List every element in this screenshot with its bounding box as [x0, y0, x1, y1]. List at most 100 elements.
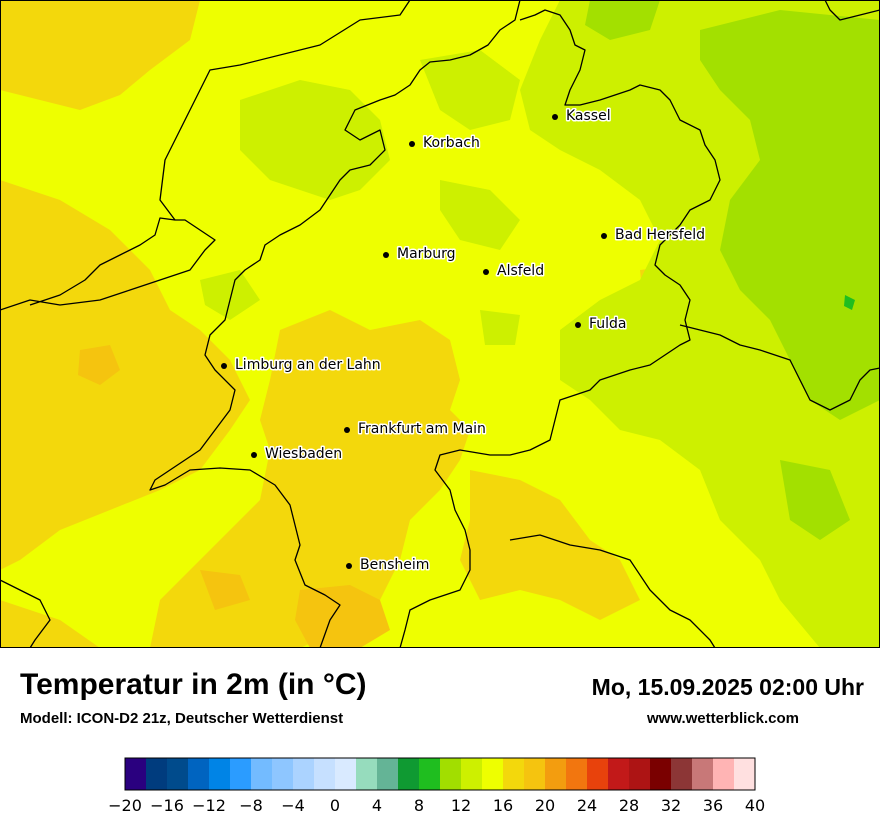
- legend-tick-label: −20: [108, 796, 142, 815]
- city-label: Kassel: [566, 108, 611, 124]
- legend-swatch: [671, 758, 693, 790]
- legend-tick-label: −8: [239, 796, 263, 815]
- map-title: Temperatur in 2m (in °C): [20, 668, 367, 701]
- legend-swatches: [125, 758, 756, 790]
- svg-text:Marburg: Marburg: [397, 246, 456, 262]
- city-fulda[interactable]: Fulda Fulda: [575, 315, 628, 334]
- legend-tick-label: 0: [330, 796, 340, 815]
- legend-tick-label: 4: [372, 796, 382, 815]
- city-label: Alsfeld: [497, 263, 544, 279]
- city-korbach[interactable]: Korbach Korbach: [409, 134, 481, 153]
- legend-swatch: [356, 758, 378, 790]
- city-marker: [251, 452, 257, 458]
- svg-text:Frankfurt am Main: Frankfurt am Main: [358, 421, 486, 437]
- legend-swatch: [566, 758, 588, 790]
- city-label: Bensheim: [360, 557, 429, 573]
- warm-areas: [0, 0, 690, 648]
- legend-swatch: [377, 758, 399, 790]
- city-limburg-an-der-lahn[interactable]: Limburg an der Lahn Limburg an der Lahn: [221, 356, 382, 375]
- legend-frame: [124, 757, 756, 791]
- city-marker: [221, 363, 227, 369]
- svg-text:Kassel: Kassel: [566, 108, 611, 124]
- legend-swatch: [209, 758, 231, 790]
- legend-swatch: [524, 758, 546, 790]
- legend-swatch: [167, 758, 189, 790]
- legend-tick-label: −12: [192, 796, 226, 815]
- city-marker: [575, 322, 581, 328]
- city-marker: [552, 114, 558, 120]
- legend-tick-label: 8: [414, 796, 424, 815]
- legend-swatch: [587, 758, 609, 790]
- city-marburg[interactable]: Marburg Marburg: [383, 245, 457, 264]
- legend-swatch: [482, 758, 504, 790]
- temperature-map: Kassel Kassel Korbach Korbach Bad Hersfe…: [0, 0, 880, 648]
- forecast-datetime: Mo, 15.09.2025 02:00 Uhr: [591, 674, 864, 700]
- coolest-spots: [844, 295, 855, 310]
- svg-text:Fulda: Fulda: [589, 316, 627, 332]
- city-marker: [483, 269, 489, 275]
- legend-swatch: [440, 758, 462, 790]
- legend-swatch: [188, 758, 210, 790]
- legend-ticks: −20 −16 −12 −8 −4 0 4 8 12 16 20 24 28 32 36 40: [108, 796, 765, 815]
- city-label: Bad Hersfeld: [615, 227, 705, 243]
- legend-swatch: [146, 758, 168, 790]
- city-frankfurt-am-main[interactable]: Frankfurt am Main Frankfurt am Main: [344, 420, 487, 439]
- legend-swatch: [251, 758, 273, 790]
- legend-swatch: [293, 758, 315, 790]
- legend-swatch: [125, 758, 147, 790]
- city-label: Fulda: [589, 316, 627, 332]
- city-label: Limburg an der Lahn: [235, 357, 381, 373]
- website-link[interactable]: www.wetterblick.com: [647, 710, 799, 727]
- legend-swatch: [398, 758, 420, 790]
- svg-text:Limburg an der Lahn: Limburg an der Lahn: [235, 357, 381, 373]
- legend-swatch: [608, 758, 630, 790]
- city-marker: [409, 141, 415, 147]
- svg-text:Bad Hersfeld: Bad Hersfeld: [615, 227, 705, 243]
- city-marker: [344, 427, 350, 433]
- legend-swatch: [335, 758, 357, 790]
- svg-text:Bensheim: Bensheim: [360, 557, 429, 573]
- legend-tick-label: 32: [661, 796, 681, 815]
- legend-swatch: [734, 758, 756, 790]
- color-legend: −20 −16 −12 −8 −4 0 4 8 12 16 20 24 28 32 36 40: [108, 757, 765, 815]
- legend-swatch: [713, 758, 735, 790]
- svg-text:Wiesbaden: Wiesbaden: [265, 446, 342, 462]
- city-label: Marburg: [397, 246, 456, 262]
- legend-tick-label: 28: [619, 796, 639, 815]
- legend-swatch: [461, 758, 483, 790]
- svg-text:Alsfeld: Alsfeld: [497, 263, 544, 279]
- state-borders: [0, 0, 880, 648]
- city-marker: [346, 563, 352, 569]
- legend-swatch: [650, 758, 672, 790]
- warmer-areas: [78, 345, 390, 648]
- city-label: Frankfurt am Main: [358, 421, 486, 437]
- city-kassel[interactable]: Kassel Kassel: [552, 107, 612, 126]
- legend-swatch: [545, 758, 567, 790]
- legend-tick-label: 24: [577, 796, 597, 815]
- legend-swatch: [419, 758, 441, 790]
- legend-swatch: [314, 758, 336, 790]
- city-bensheim[interactable]: Bensheim Bensheim: [346, 556, 431, 575]
- legend-tick-label: 36: [703, 796, 723, 815]
- legend-tick-label: 40: [745, 796, 765, 815]
- legend-swatch: [230, 758, 252, 790]
- legend-tick-label: 12: [451, 796, 471, 815]
- svg-text:Korbach: Korbach: [423, 135, 480, 151]
- city-wiesbaden[interactable]: Wiesbaden Wiesbaden: [251, 445, 344, 464]
- legend-swatch: [272, 758, 294, 790]
- cooler-areas: [585, 0, 880, 540]
- legend-swatch: [629, 758, 651, 790]
- city-bad-hersfeld[interactable]: Bad Hersfeld Bad Hersfeld: [601, 226, 707, 245]
- legend-tick-label: −4: [281, 796, 305, 815]
- city-label: Korbach: [423, 135, 480, 151]
- city-marker: [383, 252, 389, 258]
- legend-tick-label: 16: [493, 796, 513, 815]
- legend-tick-label: 20: [535, 796, 555, 815]
- legend-swatch: [503, 758, 525, 790]
- legend-tick-label: −16: [150, 796, 184, 815]
- model-info: Modell: ICON-D2 21z, Deutscher Wetterdie…: [20, 710, 344, 727]
- city-marker: [601, 233, 607, 239]
- legend-swatch: [692, 758, 714, 790]
- city-alsfeld[interactable]: Alsfeld Alsfeld: [483, 262, 546, 281]
- city-label: Wiesbaden: [265, 446, 342, 462]
